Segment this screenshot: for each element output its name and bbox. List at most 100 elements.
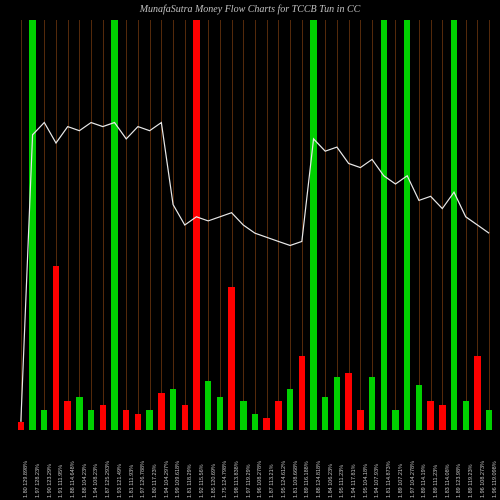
- gridline: [220, 20, 221, 430]
- x-label: 1.97 126.788%: [140, 461, 146, 498]
- x-label: 1.85 120.69%: [211, 464, 217, 498]
- x-label: 1.81 111.93%: [129, 465, 135, 498]
- x-label: 1.75 124.798%: [222, 461, 228, 498]
- gridline: [360, 20, 361, 430]
- bar: [111, 20, 117, 430]
- bar: [275, 401, 281, 430]
- bar: [451, 20, 457, 430]
- bar: [182, 405, 188, 430]
- x-label: 1.89 116.188%: [304, 461, 310, 498]
- x-label: 1.97 128.23%: [35, 464, 41, 498]
- bar: [287, 389, 293, 430]
- gridline: [489, 20, 490, 430]
- x-label: 1.94 104.297%: [164, 461, 170, 498]
- x-label: 1.83 114.08%: [445, 464, 451, 498]
- bar: [369, 377, 375, 430]
- gridline: [255, 20, 256, 430]
- gridline: [243, 20, 244, 430]
- x-label: 1.99 109.618%: [175, 461, 181, 498]
- gridline: [419, 20, 420, 430]
- bar: [310, 20, 316, 430]
- bar: [228, 287, 234, 431]
- x-label: 1.88 124.818%: [316, 461, 322, 498]
- x-label: 1.88 114.648%: [70, 461, 76, 498]
- gridline: [126, 20, 127, 430]
- x-label: 1.81 118.29%: [187, 464, 193, 498]
- bar: [146, 410, 152, 431]
- bar: [474, 356, 480, 430]
- bar: [100, 405, 106, 430]
- gridline: [161, 20, 162, 430]
- x-label: 1.95 111.23%: [339, 465, 345, 498]
- gridline: [431, 20, 432, 430]
- bar: [29, 20, 35, 430]
- bar: [345, 373, 351, 430]
- gridline: [21, 20, 22, 430]
- bar: [205, 381, 211, 430]
- bar: [53, 266, 59, 430]
- x-label: 1.96 108.278%: [257, 461, 263, 498]
- x-label: 1.89 119.23%: [468, 464, 474, 498]
- x-label: 1.98 113.838%: [234, 461, 240, 498]
- bar: [334, 377, 340, 430]
- bar: [252, 414, 258, 430]
- bar: [64, 401, 70, 430]
- gridline: [325, 20, 326, 430]
- gridline: [173, 20, 174, 430]
- gridline: [349, 20, 350, 430]
- bar: [439, 405, 445, 430]
- x-label: 1.89 123.98%: [456, 464, 462, 498]
- gridline: [68, 20, 69, 430]
- gridline: [138, 20, 139, 430]
- x-label: 1.92 115.56%: [199, 464, 205, 498]
- x-label: 1.93 121.49%: [117, 464, 123, 498]
- gridline: [278, 20, 279, 430]
- x-label: 1.80 129.898%: [23, 461, 29, 498]
- x-label: 1.89 107.21%: [398, 464, 404, 498]
- bar: [381, 20, 387, 430]
- gridline: [442, 20, 443, 430]
- bar: [322, 397, 328, 430]
- x-label: 1.88 104.23%: [82, 464, 88, 498]
- gridline: [290, 20, 291, 430]
- bar: [88, 410, 94, 431]
- x-axis-labels: 1.80 129.898%1.97 128.23%1.90 123.29%1.9…: [15, 430, 495, 500]
- bar: [416, 385, 422, 430]
- x-label: 1.91 111.95%: [58, 465, 64, 498]
- gridline: [208, 20, 209, 430]
- bar: [217, 397, 223, 430]
- bar: [299, 356, 305, 430]
- bar: [427, 401, 433, 430]
- bar: [41, 410, 47, 431]
- bar: [463, 401, 469, 430]
- x-label: 1.95 104.18%: [363, 464, 369, 498]
- gridline: [372, 20, 373, 430]
- bar: [240, 401, 246, 430]
- gridline: [91, 20, 92, 430]
- money-flow-chart: MunafaSutra Money Flow Charts for TCCB T…: [0, 0, 500, 500]
- bar: [135, 414, 141, 430]
- gridline: [337, 20, 338, 430]
- bar: [486, 410, 492, 431]
- x-label: 1.87 125.293%: [105, 461, 111, 498]
- plot-area: [15, 20, 495, 430]
- bar: [123, 410, 129, 431]
- x-label: 1.80 117.23%: [152, 464, 158, 498]
- gridline: [395, 20, 396, 430]
- gridline: [150, 20, 151, 430]
- bar: [357, 410, 363, 431]
- bar: [158, 393, 164, 430]
- gridline: [103, 20, 104, 430]
- bar: [170, 389, 176, 430]
- gridline: [44, 20, 45, 430]
- gridline: [185, 20, 186, 430]
- x-label: 1.89 111.23%: [433, 465, 439, 498]
- x-label: 1.81 114.873%: [386, 461, 392, 498]
- bar: [263, 418, 269, 430]
- bar: [76, 397, 82, 430]
- gridline: [79, 20, 80, 430]
- gridline: [267, 20, 268, 430]
- x-label: 1.84 106.23%: [328, 464, 334, 498]
- x-label: 1.96 108.273%: [480, 461, 486, 498]
- x-label: 1.97 104.278%: [410, 461, 416, 498]
